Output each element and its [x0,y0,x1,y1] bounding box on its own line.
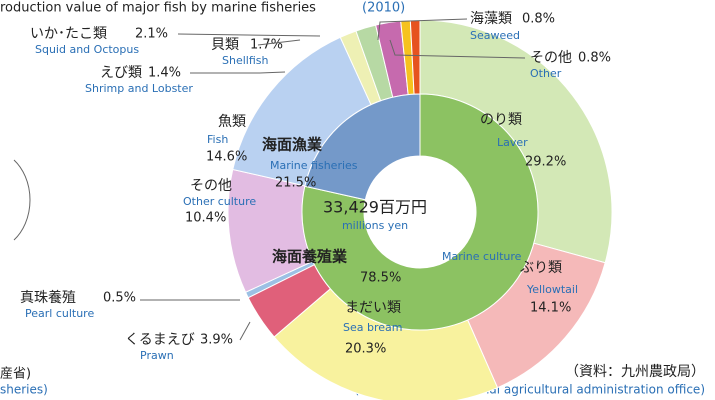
value-label: 29.2% [525,155,566,170]
center-label-en: millions yen [342,219,408,232]
value-label: 14.1% [530,301,571,316]
slice-label-en: Laver [497,136,528,149]
value-label: 14.6% [206,150,247,165]
value-label: 1.4% [148,66,181,81]
leader-line [257,39,301,46]
value-label: 0.5% [103,291,136,306]
leader-line [190,71,286,74]
value-label: 1.7% [250,38,283,53]
value-label: 0.8% [522,12,555,27]
decoration [13,159,31,241]
leader-line [177,33,321,37]
value-label: 3.9% [200,333,233,348]
leader-line [389,39,526,59]
slice-label: 真珠養殖 [20,289,76,306]
slice-label-en: Fish [207,133,228,146]
center-label: 33,429百万円 [323,198,427,217]
ring-label: 海面養殖業 [272,248,348,266]
slice-label: 貝類 [211,37,239,53]
ring-label: 海面漁業 [262,136,323,154]
slice-label: 魚類 [218,114,246,130]
value-label: 10.4% [185,211,226,226]
slice-label: くるまえび [125,332,195,348]
ring-value-label: 78.5% [360,271,401,286]
slice-label: その他 [530,50,572,66]
slice-label: えび類 [100,65,142,81]
slice-label-en: Other [530,67,562,80]
slice-label-en: Squid and Octopus [35,43,139,56]
slice-label-en: Shellfish [222,54,268,67]
slice-label-en: Other culture [183,195,256,208]
chart-title: roduction value of major fish by marine … [0,1,316,16]
slice-label-en: Yellowtail [526,283,578,296]
slice-label: のり類 [480,112,522,128]
chart-title-year: (2010) [362,1,405,16]
footer-left: 産省) [0,366,31,382]
slice-label-en: Sea bream [343,321,402,334]
value-label: 20.3% [345,342,386,357]
slice-label: ぶり類 [520,260,562,276]
ring-label-en: Marine culture [442,250,522,263]
source: （資料：九州農政局） [565,364,705,380]
slice-label-en: Prawn [140,349,174,362]
slice-label-en: Shrimp and Lobster [85,82,193,95]
value-label: 0.8% [578,51,611,66]
slice-label-en: Seaweed [470,29,520,42]
leader-line [239,321,251,341]
slice-label: まだい類 [345,300,401,316]
slice-label: 海藻類 [470,11,512,27]
slice-label-en: Pearl culture [25,307,94,320]
value-label: 2.1% [135,27,168,42]
hole [364,156,476,268]
slice-label: いか･たこ類 [30,26,107,42]
ring-value-label: 21.5% [275,176,316,191]
slice-label: その他 [190,178,232,194]
leader-line [377,18,468,41]
footer-left-en: sheries) [0,383,48,397]
ring-label-en: Marine fisheries [270,159,358,172]
